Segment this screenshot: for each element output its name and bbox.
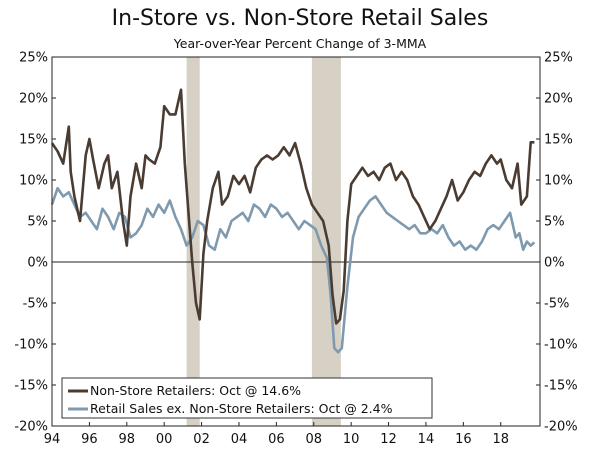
chart-title: In-Store vs. Non-Store Retail Sales [111, 6, 489, 31]
y-tick-label-right: -10% [544, 338, 578, 353]
x-tick-label: 18 [492, 432, 509, 447]
plot-frame [51, 56, 541, 427]
y-tick-label-left: -20% [14, 420, 48, 435]
chart-subtitle: Year-over-Year Percent Change of 3-MMA [173, 36, 427, 51]
y-tick-label-left: -10% [14, 338, 48, 353]
y-tick-label-right: 15% [544, 133, 573, 148]
x-tick-label: 94 [44, 432, 61, 447]
y-tick-label-left: 25% [19, 51, 48, 66]
y-tick-label-right: 5% [544, 215, 565, 230]
series-lines [50, 88, 536, 354]
legend: Non-Store Retailers: Oct @ 14.6% Retail … [61, 377, 433, 419]
legend-label-non-store: Non-Store Retailers: Oct @ 14.6% [90, 383, 301, 398]
y-tick-label-right: -5% [544, 297, 569, 312]
recession-band [186, 57, 200, 426]
recession-band [311, 57, 341, 426]
y-tick-label-left: 15% [19, 133, 48, 148]
plot-border [51, 56, 541, 427]
y-tick-label-right: 10% [544, 174, 573, 189]
y-tick-label-right: 20% [544, 92, 573, 107]
x-tick-label: 00 [156, 432, 173, 447]
x-tick-label: 10 [343, 432, 360, 447]
y-tick-label-left: 0% [27, 256, 48, 271]
y-tick-label-right: 0% [544, 256, 565, 271]
y-tick-label-left: -15% [14, 379, 48, 394]
y-tick-label-left: 10% [19, 174, 48, 189]
y-axis-right: 25% 20% 15% 10% 5% 0% -5% -10% -15% -20% [536, 51, 578, 435]
x-tick-label: 14 [418, 432, 435, 447]
x-tick-label: 96 [81, 432, 98, 447]
legend-box [61, 377, 433, 419]
x-tick-label: 02 [193, 432, 210, 447]
y-tick-label-right: 25% [544, 51, 573, 66]
y-tick-label-left: 5% [27, 215, 48, 230]
y-tick-label-left: 20% [19, 92, 48, 107]
legend-label-retail-ex-non-store: Retail Sales ex. Non-Store Retailers: Oc… [90, 401, 393, 416]
x-tick-label: 12 [380, 432, 397, 447]
y-tick-label-right: -15% [544, 379, 578, 394]
series-line-retail-ex-non-store [50, 186, 536, 354]
x-tick-label: 08 [305, 432, 322, 447]
recession-bands [186, 57, 341, 426]
y-tick-label-right: -20% [544, 420, 578, 435]
x-tick-label: 16 [455, 432, 472, 447]
series-line-non-store [50, 88, 535, 325]
x-tick-label: 06 [268, 432, 285, 447]
y-axis-left: 25% 20% 15% 10% 5% 0% -5% -10% -15% -20% [14, 51, 56, 435]
x-tick-label: 04 [231, 432, 248, 447]
x-tick-label: 98 [119, 432, 136, 447]
y-tick-label-left: -5% [23, 297, 48, 312]
x-axis: 94 96 98 00 02 04 06 08 10 12 14 16 18 [44, 422, 509, 447]
